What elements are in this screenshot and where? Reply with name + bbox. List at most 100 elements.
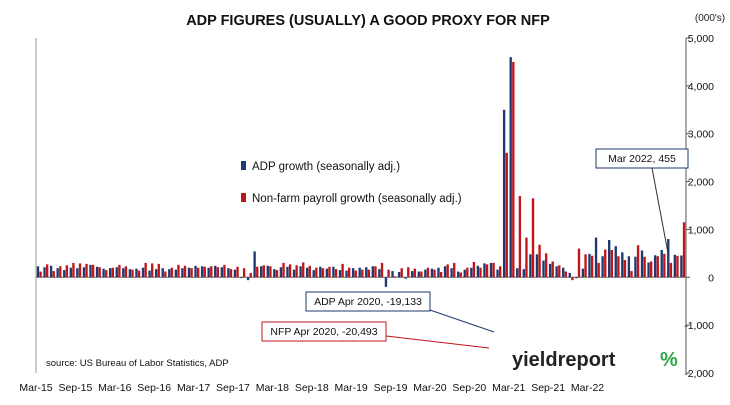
- annotation-adp-apr20-text: ADP Apr 2020, -19,133: [314, 296, 422, 308]
- nfp-bar: [453, 262, 456, 278]
- nfp-bar: [544, 253, 548, 278]
- adp-bar: [63, 270, 66, 278]
- x-tick-label: Mar-16: [98, 382, 131, 394]
- adp-bar: [345, 270, 348, 278]
- nfp-bar: [426, 267, 430, 278]
- adp-bar: [581, 268, 585, 278]
- adp-bar: [168, 269, 171, 278]
- adp-bar: [594, 237, 598, 278]
- annotation-nfp-apr20-text: NFP Apr 2020, -20,493: [270, 326, 377, 338]
- nfp-bar: [479, 267, 482, 278]
- adp-bar: [56, 268, 59, 278]
- nfp-bar: [177, 264, 180, 278]
- adp-bar: [575, 277, 578, 279]
- adp-bar: [384, 277, 388, 287]
- adp-bar: [621, 252, 624, 278]
- adp-bar: [49, 265, 53, 278]
- adp-bar: [397, 272, 401, 278]
- adp-bar: [653, 255, 657, 278]
- nfp-bar: [157, 263, 160, 278]
- adp-bar: [667, 239, 670, 278]
- adp-bar: [456, 271, 460, 278]
- nfp-bar: [72, 262, 75, 278]
- annotation-nfp-apr20-box: [261, 321, 387, 342]
- annotation-mar22-text: Mar 2022, 455: [608, 153, 676, 165]
- nfp-bar: [413, 268, 417, 278]
- nfp-bar: [216, 267, 220, 278]
- adp-bar: [122, 268, 125, 278]
- adp-bar: [332, 266, 335, 278]
- adp-bar: [69, 267, 72, 278]
- nfp-bar: [288, 264, 292, 278]
- adp-bar: [608, 239, 611, 278]
- nfp-bar: [295, 265, 298, 278]
- adp-bar: [555, 266, 558, 278]
- adp-bar: [483, 263, 486, 278]
- nfp-bar: [636, 245, 640, 278]
- axis-layer: [35, 37, 690, 374]
- x-tick-label: Mar-17: [177, 382, 210, 394]
- adp-bar: [260, 266, 263, 278]
- nfp-bar: [538, 244, 541, 278]
- nfp-bar: [348, 267, 351, 278]
- adp-bar: [647, 262, 650, 278]
- tick-labels: -2,000 -1,000 0 1,000 2,000 3,000 4,000 5,000 Ma…: [19, 33, 714, 394]
- y-tick-label: 0: [708, 272, 714, 284]
- nfp-bar: [45, 264, 49, 278]
- adp-bar: [437, 267, 440, 278]
- adp-bar: [187, 267, 191, 278]
- adp-bar: [36, 266, 40, 278]
- nfp-bar: [124, 266, 128, 278]
- adp-bar: [194, 265, 197, 278]
- adp-bar: [109, 268, 112, 278]
- nfp-bar: [196, 267, 200, 278]
- nfp-bar: [341, 263, 344, 278]
- nfp-bar: [505, 152, 508, 278]
- nfp-bar: [183, 265, 187, 278]
- adp-bar: [286, 266, 289, 278]
- adp-bar: [279, 267, 283, 278]
- nfp-bar: [531, 198, 535, 278]
- nfp-bar: [466, 267, 469, 278]
- nfp-bar: [282, 262, 285, 278]
- nfp-series-bars: [39, 61, 686, 281]
- nfp-bar: [151, 263, 154, 278]
- nfp-bar: [577, 248, 581, 278]
- nfp-bar: [400, 268, 403, 278]
- adp-bar: [424, 269, 427, 278]
- nfp-bar: [630, 271, 633, 278]
- legend-label-nfp: Non-farm payroll growth (seasonally adj.…: [252, 193, 462, 205]
- x-tick-label: Mar-18: [256, 382, 289, 394]
- nfp-bar: [380, 262, 384, 278]
- adp-bar: [135, 268, 138, 278]
- annotation-adp-apr20-leader: [429, 309, 495, 333]
- nfp-bar: [229, 269, 233, 278]
- adp-bar: [161, 268, 164, 278]
- adp-bar: [227, 268, 230, 278]
- nfp-bar: [492, 262, 495, 278]
- adp-bar: [82, 267, 86, 278]
- nfp-bar: [308, 265, 311, 278]
- adp-bar: [273, 269, 276, 278]
- adp-bar: [319, 266, 322, 278]
- logo-percent-symbol: %: [660, 349, 678, 371]
- adp-bar: [102, 268, 105, 278]
- nfp-bar: [223, 264, 226, 278]
- adp-bar: [141, 267, 145, 278]
- nfp-bar: [249, 272, 252, 278]
- adp-bar: [181, 268, 184, 278]
- nfp-bar: [262, 265, 266, 278]
- adp-bar: [214, 265, 217, 278]
- adp-bar: [463, 269, 466, 278]
- nfp-bar: [302, 262, 305, 278]
- nfp-bar: [597, 262, 600, 278]
- nfp-bar: [269, 266, 272, 278]
- nfp-bar: [564, 271, 568, 278]
- y-tick-label: -1,000: [684, 320, 714, 332]
- nfp-bar: [650, 261, 653, 278]
- adp-bar: [233, 269, 237, 278]
- adp-bar: [266, 265, 269, 278]
- adp-bar: [450, 268, 453, 278]
- adp-bar: [417, 271, 420, 278]
